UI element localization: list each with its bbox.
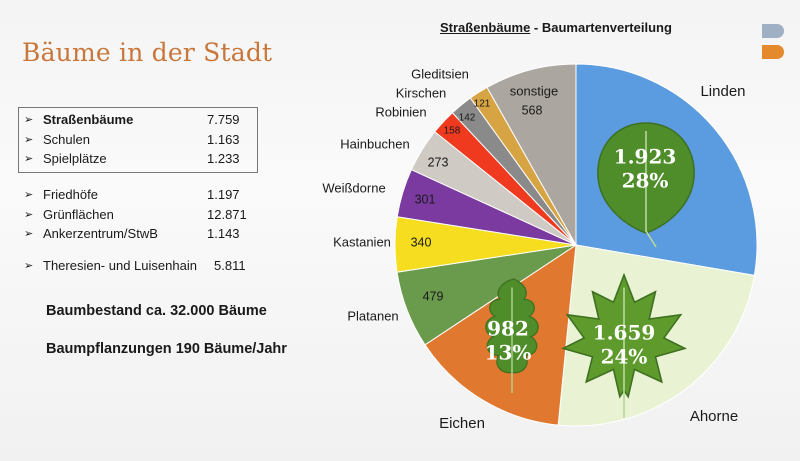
logo-bottom-shape	[762, 45, 784, 59]
list-item-value: 1.197	[207, 187, 240, 202]
list-item-value: 1.143	[207, 226, 240, 241]
oak-leaf-icon	[485, 278, 539, 393]
planting-note: Baumpflanzungen 190 Bäume/Jahr	[46, 341, 287, 357]
slice-value: 158	[444, 126, 461, 137]
logo	[762, 24, 790, 62]
list-item-label: Spielplätze	[43, 151, 107, 166]
slice-label: Linden	[700, 83, 745, 100]
slide-title: Bäume in der Stadt	[22, 38, 273, 67]
list-item-value: 12.871	[207, 207, 247, 222]
linden-leaf-icon	[597, 122, 695, 248]
slice-value: 301	[415, 192, 436, 206]
slice-label: Hainbuchen	[340, 136, 409, 151]
list-item-value: 7.759	[207, 112, 240, 127]
chart-title: Straßenbäume - Baumartenverteilung	[440, 20, 672, 35]
slice-label: Ahorne	[690, 408, 738, 425]
slice-label: Eichen	[439, 415, 485, 432]
list-item-value: 1.163	[207, 132, 240, 147]
slice-label: Weißdorne	[322, 180, 385, 195]
chart-title-sub: - Baumartenverteilung	[530, 20, 672, 35]
arrow-icon: ➢	[24, 260, 34, 272]
slice-value: 142	[459, 113, 476, 124]
slice-label: Kirschen	[396, 85, 447, 100]
slice-value: 340	[411, 235, 432, 249]
list-item-value: 5.811	[214, 258, 246, 273]
slice-label: sonstige	[510, 83, 558, 98]
arrow-icon: ➢	[24, 209, 34, 221]
slice-value: 1.659	[593, 321, 656, 345]
list-item-label: Friedhöfe	[43, 187, 98, 202]
maple-leaf-icon	[560, 272, 688, 418]
list-item-label: Grünflächen	[43, 207, 114, 222]
slice-label: Gleditsien	[411, 66, 469, 81]
slice-value: 1.923	[614, 145, 677, 169]
slice-percent: 28%	[622, 169, 669, 193]
pie-slice-sonstige	[486, 63, 577, 247]
list-item-value: 1.233	[207, 151, 240, 166]
slice-percent: 13%	[485, 341, 532, 365]
arrow-icon: ➢	[24, 189, 34, 201]
arrow-icon: ➢	[24, 153, 34, 165]
chart-title-main: Straßenbäume	[440, 20, 531, 35]
slice-value: 273	[428, 155, 449, 169]
list-item-label: Schulen	[43, 132, 90, 147]
slice-label: Kastanien	[333, 234, 391, 249]
slice-percent: 24%	[601, 345, 648, 369]
slice-value: 568	[522, 103, 543, 117]
arrow-icon: ➢	[24, 114, 34, 126]
list-item-label: Theresien- und Luisenhain	[43, 258, 197, 273]
slice-value: 982	[487, 317, 529, 341]
slice-value: 479	[423, 289, 444, 303]
slice-label: Robinien	[375, 104, 426, 119]
arrow-icon: ➢	[24, 134, 34, 146]
arrow-icon: ➢	[24, 228, 34, 240]
list-item-label: Ankerzentrum/StwB	[43, 226, 158, 241]
slice-value: 121	[474, 99, 491, 110]
list-item-label: Straßenbäume	[43, 112, 134, 127]
highlight-box	[18, 107, 258, 173]
logo-top-shape	[762, 24, 784, 38]
slice-label: Platanen	[347, 308, 398, 323]
tree-count-note: Baumbestand ca. 32.000 Bäume	[46, 303, 267, 319]
